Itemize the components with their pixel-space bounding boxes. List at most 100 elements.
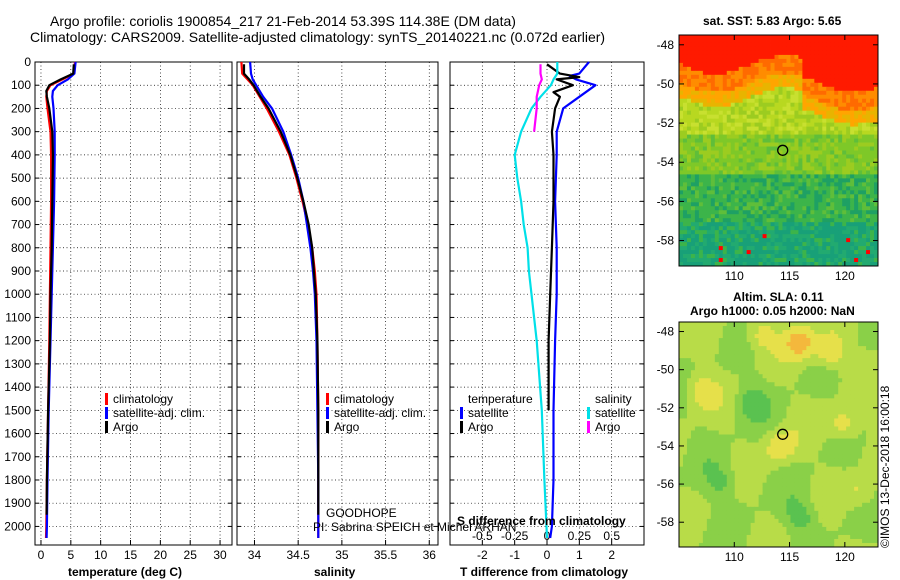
sst-cell [838,130,843,135]
sst-cell [842,58,847,64]
sla-cell [758,402,763,407]
depth-tick-label: 0 [24,55,31,69]
temp-xtick-label: 10 [94,548,108,562]
sst-cell [774,74,779,80]
sla-cell [774,418,779,423]
sst-cell [722,178,728,183]
sst-cell [874,182,879,187]
sst-cell [754,74,759,80]
sst-cell [810,62,815,68]
sst-cell [858,150,863,155]
sla-cell [870,374,875,379]
sst-cell [750,250,756,255]
sst-cell [818,170,823,175]
sst-cell [798,114,803,120]
sla-cell [682,334,688,339]
sla-cell [862,422,867,427]
sla-cell [834,398,839,403]
sst-cell [722,226,728,231]
legend-title-temperature: temperature [468,392,533,406]
sla-cell [830,382,835,387]
sst-cell [870,242,875,247]
sla-cell [742,454,748,460]
sla-cell [838,322,843,327]
sla-cell [850,438,855,443]
sst-cell [698,190,704,195]
sla-cell [870,446,875,451]
sst-cell [790,258,795,263]
sla-cell [822,346,827,351]
sst-cell [774,242,779,247]
sla-cell [858,442,863,447]
sst-cell [706,54,712,60]
sla-cell [714,398,720,403]
sst-cell [822,118,827,124]
sst-cell [838,54,843,60]
sla-cell [822,322,827,327]
sla-cell [862,406,867,411]
sla-cell [690,374,696,379]
sla-cell [706,406,712,411]
sst-cell [786,146,791,151]
sst-cell [870,118,875,124]
sst-cell [694,86,700,92]
sst-cell [722,102,728,108]
sla-cell [766,414,771,419]
sst-cell [858,174,863,179]
sst-cell [834,114,839,120]
sst-cell [794,238,799,243]
sla-cell [846,378,851,383]
sst-cell [846,50,851,56]
sst-cell [722,194,728,199]
sla-cell [798,342,803,347]
sst-cell [842,106,847,112]
sla-cell [770,378,775,383]
sla-cell [818,458,823,464]
sst-cell [730,94,736,100]
sst-cell [694,206,700,211]
sst-cell [818,150,823,155]
sla-cell [750,414,756,419]
sst-cell [690,226,696,231]
sst-cell [786,110,791,116]
sla-cell [679,334,684,339]
sst-cell [786,174,791,179]
sst-cell [826,35,831,40]
sla-cell [870,398,875,403]
sst-cell [806,118,811,124]
sst-cell [742,58,748,64]
sst-cell [778,58,783,64]
sla-cell [790,438,795,443]
sst-cell [762,42,767,48]
sst-cell [694,166,700,171]
sla-cell [782,374,787,379]
sst-cell [690,182,696,187]
sla-cell [770,362,775,367]
sst-cell [758,98,763,104]
sst-cell [750,138,756,143]
sst-cell [798,194,803,199]
sst-cell [742,262,748,267]
sst-cell [730,254,736,259]
sst-cell [830,234,835,239]
sla-cell [710,438,716,443]
sst-cell [782,246,787,251]
sst-cell [790,35,795,40]
sst-cell [850,226,855,231]
sst-cell [730,218,736,223]
sst-cell [694,90,700,96]
sla-cell [778,426,783,431]
sla-cell [762,350,767,355]
sla-cell [774,386,779,391]
sst-cell [690,46,696,52]
sst-cell [758,70,763,76]
sst-cell [738,190,744,195]
sla-cell [774,406,779,411]
sla-cell [738,426,744,431]
sst-cell [818,114,823,120]
sst-cell [690,198,696,203]
sla-cell [694,390,700,395]
sst-cell [726,254,732,259]
sst-cell [730,250,736,255]
sla-cell [786,422,791,427]
